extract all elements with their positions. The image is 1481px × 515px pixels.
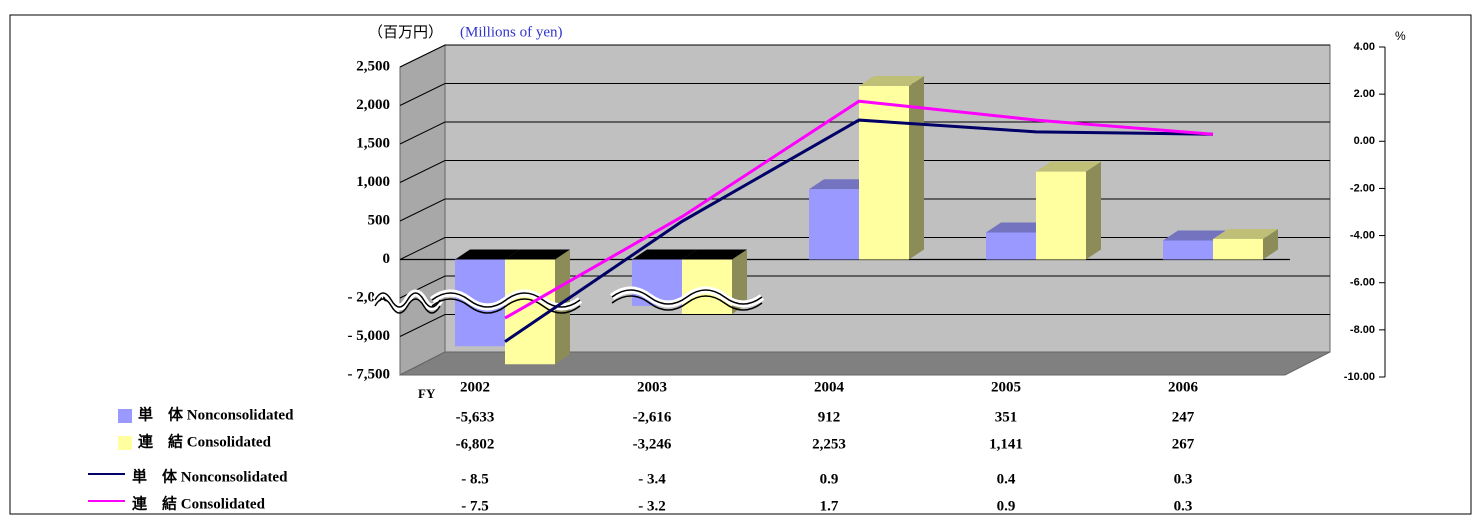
bar-top — [1213, 228, 1278, 239]
x-tick-label: 2004 — [814, 379, 845, 395]
bar — [1163, 240, 1213, 260]
table-value: -5,633 — [456, 409, 495, 425]
legend-label: 連 結 Consolidated — [132, 494, 266, 512]
legend-swatch — [118, 409, 132, 423]
y-tick-label: 2,500 — [356, 58, 390, 74]
y2-axis-label: % — [1395, 29, 1406, 43]
grid-line — [399, 44, 1330, 68]
table-value: -2,616 — [633, 409, 672, 425]
x-tick-label: 2002 — [460, 379, 490, 395]
x-tick-label: 2003 — [637, 379, 667, 395]
y2-tick-label: 2.00 — [1354, 88, 1375, 100]
bar-top — [809, 179, 874, 190]
bar — [809, 189, 859, 260]
y-tick-label: 1,500 — [356, 135, 390, 151]
axis-break — [431, 298, 581, 314]
y-tick-label: - 7,500 — [348, 366, 391, 382]
y2-tick-label: -2.00 — [1350, 182, 1375, 194]
y-tick-label: 0 — [383, 251, 391, 267]
table-value: - 3.2 — [638, 498, 666, 514]
bar-top — [632, 249, 697, 260]
y2-tick-label: -10.00 — [1344, 371, 1375, 383]
table-value: - 7.5 — [461, 498, 489, 514]
y2-tick-label: -6.00 — [1350, 277, 1375, 289]
y-tick-label: - 5,000 — [348, 328, 391, 344]
table-value: 912 — [818, 409, 841, 425]
bar-top — [682, 249, 747, 260]
table-value: - 3.4 — [638, 471, 666, 487]
legend-label: 単 体 Nonconsolidated — [132, 467, 288, 485]
legend-label: 単 体 Nonconsolidated — [138, 405, 294, 423]
y-tick-label: 500 — [368, 212, 391, 228]
bar-top — [505, 249, 570, 260]
y-axis-label: （百万円） — [368, 24, 443, 41]
bar-side — [732, 249, 747, 314]
bar-top — [859, 76, 924, 87]
bar-side — [1086, 161, 1101, 260]
legend-swatch — [118, 436, 132, 450]
grid-line — [399, 121, 1330, 145]
bar — [859, 86, 909, 260]
axis-break — [611, 289, 763, 305]
table-value: 1.7 — [820, 498, 839, 514]
axis-break — [431, 292, 581, 308]
y-axis-label-en: (Millions of yen) — [460, 24, 563, 40]
y2-tick-label: -8.00 — [1350, 324, 1375, 336]
table-value: 247 — [1172, 409, 1195, 425]
bar — [986, 232, 1036, 260]
bar-top — [455, 249, 520, 260]
table-value: 0.9 — [997, 498, 1016, 514]
table-value: 0.9 — [820, 471, 839, 487]
legend-label: 連 結 Consolidated — [138, 432, 272, 450]
table-value: 0.3 — [1174, 498, 1193, 514]
bar-top — [1163, 230, 1228, 241]
x-axis-label: FY — [418, 386, 436, 401]
bar-top — [986, 222, 1051, 233]
table-value: - 8.5 — [461, 471, 489, 487]
grid-line — [399, 198, 1330, 222]
floor — [399, 351, 1331, 376]
grid-line — [399, 314, 1330, 337]
table-value: -3,246 — [633, 436, 672, 452]
bar — [1036, 171, 1086, 260]
y-tick-label: 1,000 — [356, 174, 390, 190]
axis-break — [611, 295, 763, 311]
table-value: -6,802 — [456, 436, 495, 452]
axis-break — [374, 298, 441, 314]
grid-line — [399, 83, 1330, 106]
line — [504, 99, 1214, 320]
x-tick-label: 2006 — [1168, 379, 1199, 395]
bar — [1213, 238, 1263, 260]
axis-break — [374, 292, 441, 308]
bar-side — [909, 76, 924, 260]
table-value: 267 — [1172, 436, 1195, 452]
bar-side — [1263, 228, 1278, 260]
table-value: 351 — [995, 409, 1018, 425]
y2-tick-label: -4.00 — [1350, 229, 1375, 241]
y2-tick-label: 4.00 — [1354, 41, 1375, 53]
table-value: 2,253 — [812, 436, 846, 452]
line — [504, 118, 1214, 343]
table-value: 0.3 — [1174, 471, 1193, 487]
bar-top — [1036, 161, 1101, 172]
table-value: 0.4 — [997, 471, 1016, 487]
x-tick-label: 2005 — [991, 379, 1021, 395]
table-value: 1,141 — [989, 436, 1023, 452]
y2-tick-label: 0.00 — [1354, 135, 1375, 147]
y-tick-label: 2,000 — [356, 97, 390, 113]
grid-line — [399, 160, 1330, 183]
